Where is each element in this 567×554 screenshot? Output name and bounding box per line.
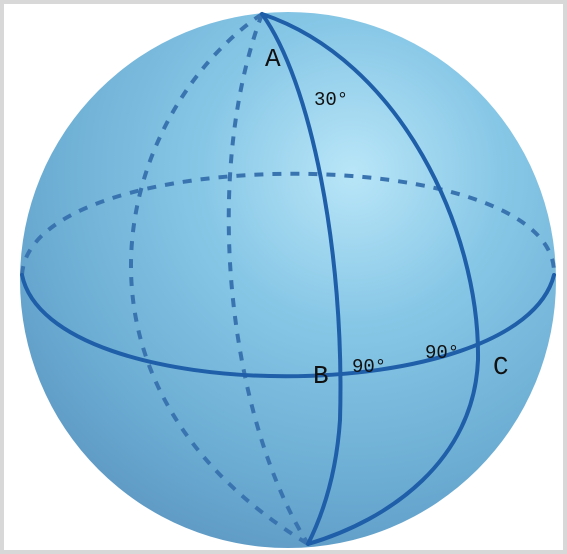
point-label-b: B xyxy=(313,361,329,391)
sphere xyxy=(20,12,556,548)
point-label-a: A xyxy=(265,44,281,74)
equator-back-dashed xyxy=(20,171,557,276)
angle-label-a: 30° xyxy=(314,89,348,111)
point-label-c: C xyxy=(493,352,509,382)
meridian-mid-dashed xyxy=(226,13,310,546)
angle-label-b: 90° xyxy=(352,356,386,378)
equator-front xyxy=(20,273,556,379)
meridian-left-dashed xyxy=(129,12,310,546)
meridian-ac xyxy=(260,12,481,546)
meridian-ab xyxy=(260,12,343,546)
angle-label-c: 90° xyxy=(425,342,459,364)
